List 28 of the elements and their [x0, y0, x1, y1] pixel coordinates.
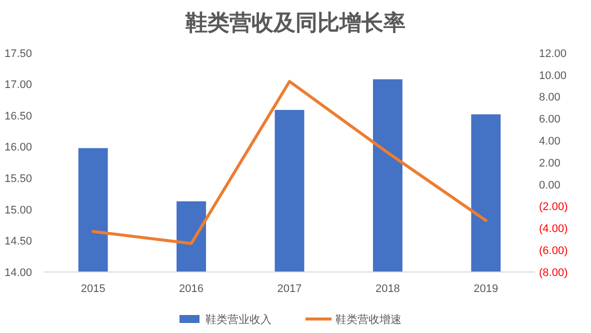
legend-label: 鞋类营业收入 [206, 312, 272, 326]
y2-tick-label: 2.00 [539, 157, 560, 170]
y2-tick-label: 12.00 [539, 48, 567, 60]
y2-tick-label: 4.00 [539, 135, 560, 148]
x-tick-label: 2017 [277, 283, 302, 295]
line-series [92, 80, 488, 246]
y2-tick-label: 6.00 [539, 114, 560, 126]
y2-tick-label: 0.00 [539, 179, 560, 192]
y-tick-label: 15.50 [4, 172, 32, 185]
y2-tick-label: 10.00 [539, 70, 567, 82]
y2-tick-label: (6.00) [539, 244, 568, 257]
y-tick-label: 17.50 [4, 48, 32, 60]
y-tick-label: 17.00 [4, 79, 32, 92]
y2-tick-label: (4.00) [539, 223, 568, 236]
y-tick-label: 15.00 [4, 204, 32, 216]
y2-tick-label: 8.00 [539, 92, 560, 104]
y-tick-label: 14.50 [4, 236, 32, 248]
y2-tick-label: (2.00) [539, 201, 568, 214]
x-tick-label: 2019 [474, 283, 498, 295]
y-tick-label: 16.00 [4, 142, 32, 154]
y-tick-label: 16.50 [4, 110, 32, 122]
legend-label: 鞋类营收增速 [336, 312, 402, 326]
x-tick-label: 2015 [80, 283, 106, 295]
x-tick-label: 2016 [179, 283, 204, 295]
y-tick-label: 14.00 [4, 266, 32, 279]
x-tick-label: 2018 [375, 283, 400, 295]
y2-tick-label: (8.00) [539, 266, 568, 279]
chart-title: 鞋类营收及同比增长率 [184, 10, 406, 36]
